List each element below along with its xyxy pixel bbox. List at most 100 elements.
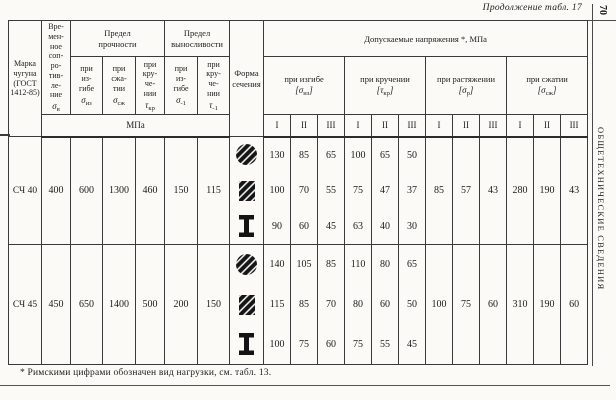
allow-torsion-value: 80 bbox=[371, 244, 400, 285]
header-section-shape: Форма сечения bbox=[229, 20, 265, 137]
allow-bend-value: 75 bbox=[290, 324, 319, 365]
allow-bend-value: 60 bbox=[290, 208, 319, 245]
load-type-II: II bbox=[533, 114, 562, 138]
strength-torsion-value: 460 bbox=[135, 136, 165, 245]
symbol-part: -1 bbox=[212, 104, 218, 112]
allow-bend-value: 90 bbox=[263, 208, 292, 245]
allow-tension-value: 57 bbox=[452, 136, 481, 245]
square-section-icon bbox=[229, 172, 265, 209]
allow-compression-value: 190 bbox=[533, 244, 562, 365]
allow-bend-value: 100 bbox=[263, 324, 292, 365]
allow-bend-value: 45 bbox=[317, 208, 346, 245]
allow-bend-symbol: [σиз] bbox=[265, 85, 343, 97]
allow-torsion-value: 30 bbox=[398, 208, 427, 245]
header-endurance-torsion: при кру- че- нии τ-1 bbox=[196, 56, 231, 115]
table-footnote: * Римскими цифрами обозначен вид нагрузк… bbox=[20, 368, 272, 378]
allow-torsion-value: 37 bbox=[398, 172, 427, 209]
load-type-III: III bbox=[398, 114, 427, 138]
header-label: при из- гибе bbox=[78, 64, 95, 93]
sigma-szh-symbol: σсж bbox=[104, 95, 134, 107]
header-label: при сжатии bbox=[526, 74, 568, 84]
symbol-part: σ bbox=[176, 94, 181, 105]
symbol-part: кр bbox=[148, 104, 155, 112]
allow-bend-value: 70 bbox=[290, 172, 319, 209]
header-endurance-group: Предел выносливости bbox=[163, 20, 231, 57]
load-type-I: I bbox=[263, 114, 292, 138]
allow-bend-value: 130 bbox=[263, 136, 292, 173]
allow-torsion-symbol: [τкр] bbox=[346, 85, 424, 97]
cast-iron-properties-table: Марка чугуна (ГОСТ 1412-85) Вре- мен- но… bbox=[8, 20, 589, 365]
ibeam-section-icon bbox=[229, 324, 265, 365]
header-label: при сжа- тии bbox=[111, 64, 127, 93]
strength-bend-value: 650 bbox=[70, 244, 103, 365]
allow-bend-value: 100 bbox=[263, 172, 292, 209]
allow-tension-value: 60 bbox=[479, 244, 508, 365]
strength-compression-value: 1300 bbox=[102, 136, 136, 245]
header-grade: Марка чугуна (ГОСТ 1412-85) bbox=[8, 20, 42, 137]
header-label: при кру- че- нии bbox=[206, 59, 221, 98]
allow-bend-value: 85 bbox=[317, 244, 346, 285]
load-type-III: III bbox=[560, 114, 589, 138]
allow-compression-symbol: [σсж] bbox=[508, 85, 586, 97]
symbol-part: τ bbox=[380, 85, 384, 95]
allow-bend-value: 70 bbox=[317, 284, 346, 325]
square-section-icon bbox=[229, 284, 265, 325]
page-bottom-rule bbox=[0, 385, 610, 386]
symbol-part: [ bbox=[537, 85, 542, 95]
endurance-bend-value: 200 bbox=[164, 244, 198, 365]
load-type-I: I bbox=[344, 114, 373, 138]
header-allowable-torsion: при кручении [τкр] bbox=[344, 56, 427, 115]
header-strength-compression: при сжа- тии σсж bbox=[102, 56, 136, 115]
allow-torsion-value: 40 bbox=[371, 208, 400, 245]
endurance-bend-value: 150 bbox=[164, 136, 198, 245]
allow-bend-value: 85 bbox=[290, 284, 319, 325]
allow-torsion-value: 65 bbox=[398, 244, 427, 285]
endurance-torsion-value: 115 bbox=[196, 136, 231, 245]
allow-torsion-value: 65 bbox=[371, 136, 400, 173]
tensile-value: 450 bbox=[41, 244, 71, 365]
allow-bend-value: 140 bbox=[263, 244, 292, 285]
allow-bend-value: 105 bbox=[290, 244, 319, 285]
symbol-part: [ bbox=[458, 85, 463, 95]
sigma-v-symbol: σв bbox=[43, 101, 69, 113]
grade-label: СЧ 45 bbox=[8, 244, 42, 365]
chapter-margin-title: ОБЩЕТЕХНИЧЕСКИЕ СВЕДЕНИЯ bbox=[596, 127, 606, 291]
symbol-part: σ bbox=[52, 101, 57, 111]
allow-bend-value: 85 bbox=[290, 136, 319, 173]
allow-tension-value: 85 bbox=[425, 136, 454, 245]
top-rule-extension bbox=[586, 20, 616, 21]
symbol-part: τ bbox=[209, 99, 213, 110]
symbol-part: τ bbox=[145, 99, 149, 110]
allow-torsion-value: 55 bbox=[371, 324, 400, 365]
round-section-icon bbox=[229, 244, 265, 285]
sigma-iz-symbol: σиз bbox=[72, 95, 101, 107]
round-section-icon bbox=[229, 136, 265, 173]
symbol-part: σ bbox=[81, 94, 86, 105]
allow-torsion-value: 75 bbox=[344, 172, 373, 209]
allow-bend-value: 115 bbox=[263, 284, 292, 325]
allow-compression-value: 60 bbox=[560, 244, 589, 365]
allow-torsion-value: 45 bbox=[398, 324, 427, 365]
allow-bend-value: 60 bbox=[317, 324, 346, 365]
allow-tension-value: 43 bbox=[479, 136, 508, 245]
allow-tension-value: 100 bbox=[425, 244, 454, 365]
header-label: при изгибе bbox=[284, 74, 324, 84]
symbol-part: в bbox=[56, 106, 60, 113]
allow-compression-value: 43 bbox=[560, 136, 589, 245]
allow-tension-value: 75 bbox=[452, 244, 481, 365]
header-tensile: Вре- мен- ное соп- ро- тив- ле- ние σв bbox=[41, 20, 71, 115]
allow-tension-symbol: [σр] bbox=[427, 85, 505, 97]
header-unit-mpa: МПа bbox=[40, 114, 231, 138]
allow-bend-value: 55 bbox=[317, 172, 346, 209]
symbol-part: сж bbox=[545, 90, 553, 97]
allow-bend-value: 65 bbox=[317, 136, 346, 173]
symbol-part: σ bbox=[462, 85, 467, 95]
symbol-part: р bbox=[466, 90, 470, 97]
tau-minus1-symbol: τ-1 bbox=[199, 100, 228, 112]
header-label: при кру- че- нии bbox=[142, 59, 158, 98]
load-type-II: II bbox=[452, 114, 481, 138]
symbol-part: -1 bbox=[180, 99, 186, 107]
load-type-III: III bbox=[317, 114, 346, 138]
symbol-part: сж bbox=[117, 99, 125, 107]
